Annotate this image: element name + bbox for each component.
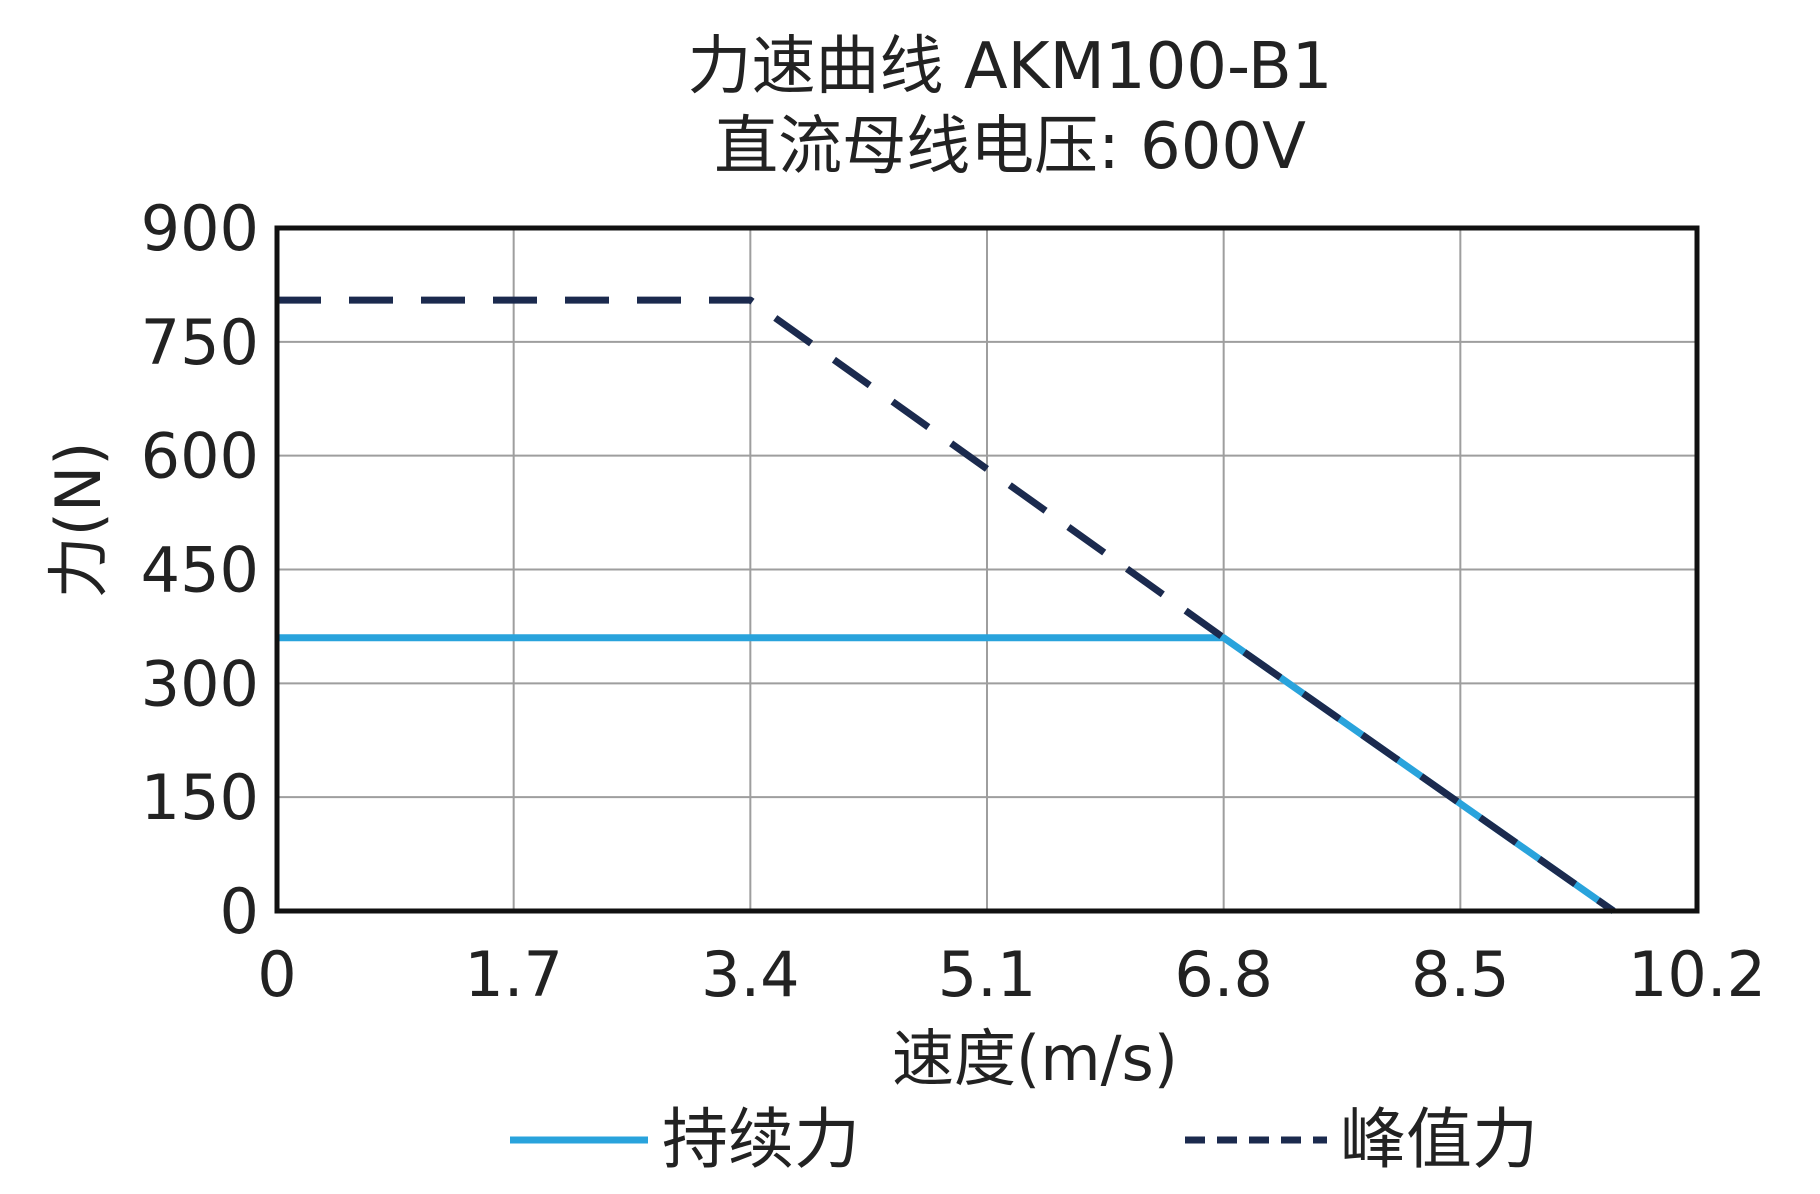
x-tick-label: 0 bbox=[257, 938, 296, 1011]
x-tick-labels: 0 1.7 3.4 5.1 6.8 8.5 10.2 bbox=[257, 938, 1766, 1011]
series-layer bbox=[277, 296, 1616, 914]
chart-title: 力速曲线 AKM100-B1 bbox=[688, 30, 1333, 104]
y-tick-label: 150 bbox=[141, 761, 259, 834]
x-tick-label: 5.1 bbox=[938, 938, 1037, 1011]
y-tick-label: 0 bbox=[220, 875, 259, 948]
y-axis-label: 力(N) bbox=[42, 442, 115, 599]
y-tick-labels: 0 150 300 450 600 750 900 bbox=[141, 192, 259, 948]
y-tick-label: 300 bbox=[141, 647, 259, 720]
x-tick-label: 3.4 bbox=[701, 938, 800, 1011]
x-tick-label: 1.7 bbox=[464, 938, 563, 1011]
grid-lines bbox=[277, 228, 1697, 911]
y-tick-label: 450 bbox=[141, 534, 259, 607]
y-tick-label: 600 bbox=[141, 420, 259, 493]
plot-frame bbox=[274, 225, 1700, 914]
x-tick-label: 10.2 bbox=[1628, 938, 1766, 1011]
legend-label: 峰值力 bbox=[1340, 1101, 1538, 1178]
series-line-continuous-force bbox=[277, 634, 1616, 914]
chart-subtitle: 直流母线电压: 600V bbox=[714, 110, 1306, 184]
y-tick-label: 750 bbox=[141, 306, 259, 379]
x-axis-label: 速度(m/s) bbox=[892, 1022, 1178, 1095]
series-line-peak-force bbox=[277, 296, 1616, 914]
y-tick-label: 900 bbox=[141, 192, 259, 265]
x-tick-label: 6.8 bbox=[1174, 938, 1273, 1011]
legend: 持续力 峰值力 bbox=[510, 1101, 1538, 1178]
legend-label: 持续力 bbox=[662, 1101, 860, 1178]
x-tick-label: 8.5 bbox=[1411, 938, 1510, 1011]
